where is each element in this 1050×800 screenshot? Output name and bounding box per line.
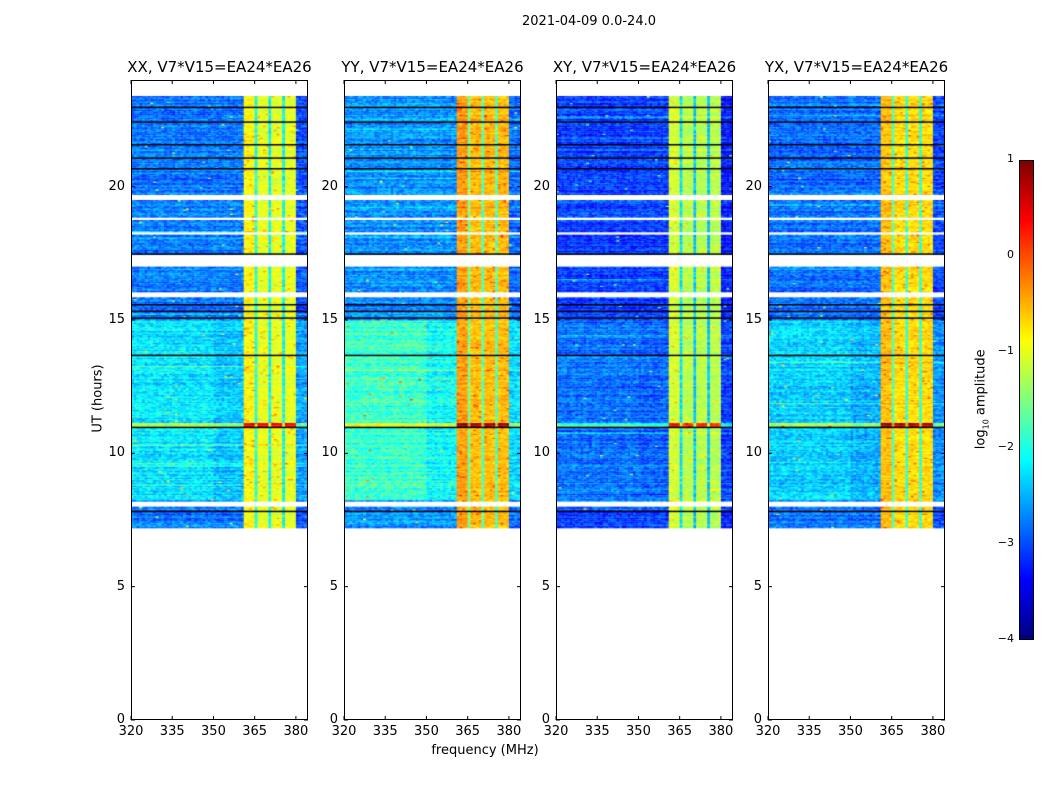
panel-0: XX, V7*V15=EA24*EA26 320 335 350 365 380 0 5 10 1… [108,58,311,739]
x-tick-label: 350 [838,724,863,739]
colorbar-label-prefix: log [973,429,989,450]
x-tick-label: 365 [667,724,693,739]
y-tick-label: 20 [108,178,125,194]
x-tick-label: 335 [159,724,185,739]
y-tick-label: 15 [108,312,125,327]
x-tick-label: 335 [796,724,822,739]
x-axis-label: frequency (MHz) [431,743,539,758]
panel-3: YX, V7*V15=EA24*EA26 320 335 350 365 380 0 5 10 1… [745,58,948,739]
y-axis-label: UT (hours) [90,364,106,433]
x-tick-label: 320 [331,724,357,739]
y-tick-label: 5 [116,578,125,594]
colorbar-label-sub: 10 [981,419,991,430]
waterfall-heatmap [344,80,521,720]
axes-frame [767,80,945,721]
x-tick-label: 350 [201,724,226,739]
y-tick-label: 0 [116,712,125,727]
y-tick-label: 5 [753,578,762,594]
figure-title: 2021-04-09 0.0-24.0 [522,14,656,29]
colorbar-tick-label: −2 [997,440,1014,453]
x-tick-label: 350 [626,724,651,739]
x-tick-label: 380 [283,724,309,739]
panel-2: XY, V7*V15=EA24*EA26 320 335 350 365 380 0 5 10 1… [533,58,736,739]
x-tick-label: 320 [755,724,781,739]
x-tick-label: 380 [920,724,946,739]
x-tick-label: 320 [118,724,144,739]
colorbar-tick-label: 1 [1007,152,1014,165]
x-tick-label: 365 [455,724,481,739]
y-tick-label: 5 [329,578,338,594]
y-tick-label: 15 [321,312,338,327]
panel-1: YY, V7*V15=EA24*EA26 320 335 350 365 380 0 5 10 1… [321,58,523,739]
y-tick-label: 5 [541,578,550,594]
colorbar [1019,160,1034,640]
panel-title: XX, V7*V15=EA24*EA26 [127,58,312,76]
colorbar-tick-label: −4 [997,632,1014,645]
y-tick-label: 20 [745,178,762,194]
y-tick-label: 15 [745,312,762,327]
x-tick-label: 350 [414,724,439,739]
y-tick-label: 0 [753,712,762,727]
axes-frame [555,80,733,721]
x-tick-label: 320 [543,724,569,739]
y-tick-label: 10 [745,445,762,461]
y-tick-label: 20 [321,178,338,194]
axes-frame [343,80,521,721]
y-tick-label: 20 [533,178,550,194]
y-tick-label: 0 [541,712,550,727]
panel-title: XY, V7*V15=EA24*EA26 [552,58,737,76]
axes-border [768,80,945,720]
waterfall-heatmap [768,80,945,720]
colorbar-tick-label: 0 [1007,248,1014,261]
x-tick-label: 365 [879,724,905,739]
x-tick-label: 365 [242,724,268,739]
waterfall-heatmap [556,80,733,720]
y-tick-label: 0 [329,712,338,727]
colorbar-tick-label: −3 [997,536,1014,549]
y-tick-label: 10 [533,445,550,461]
x-tick-label: 335 [584,724,610,739]
colorbar-label: log10 amplitude [974,339,991,459]
x-tick-label: 335 [372,724,398,739]
panel-title: YX, V7*V15=EA24*EA26 [764,58,949,76]
y-tick-label: 10 [108,445,125,461]
colorbar-tick-label: −1 [997,344,1014,357]
x-tick-label: 380 [496,724,522,739]
axes-border [556,80,733,720]
axes-frame [130,80,308,721]
colorbar-label-suffix: amplitude [973,349,989,420]
panel-title: YY, V7*V15=EA24*EA26 [341,58,524,76]
axes-border [131,80,308,720]
x-tick-label: 380 [708,724,734,739]
y-tick-label: 15 [533,312,550,327]
waterfall-heatmap [131,80,308,720]
y-tick-label: 10 [321,445,338,461]
axes-border [344,80,521,720]
